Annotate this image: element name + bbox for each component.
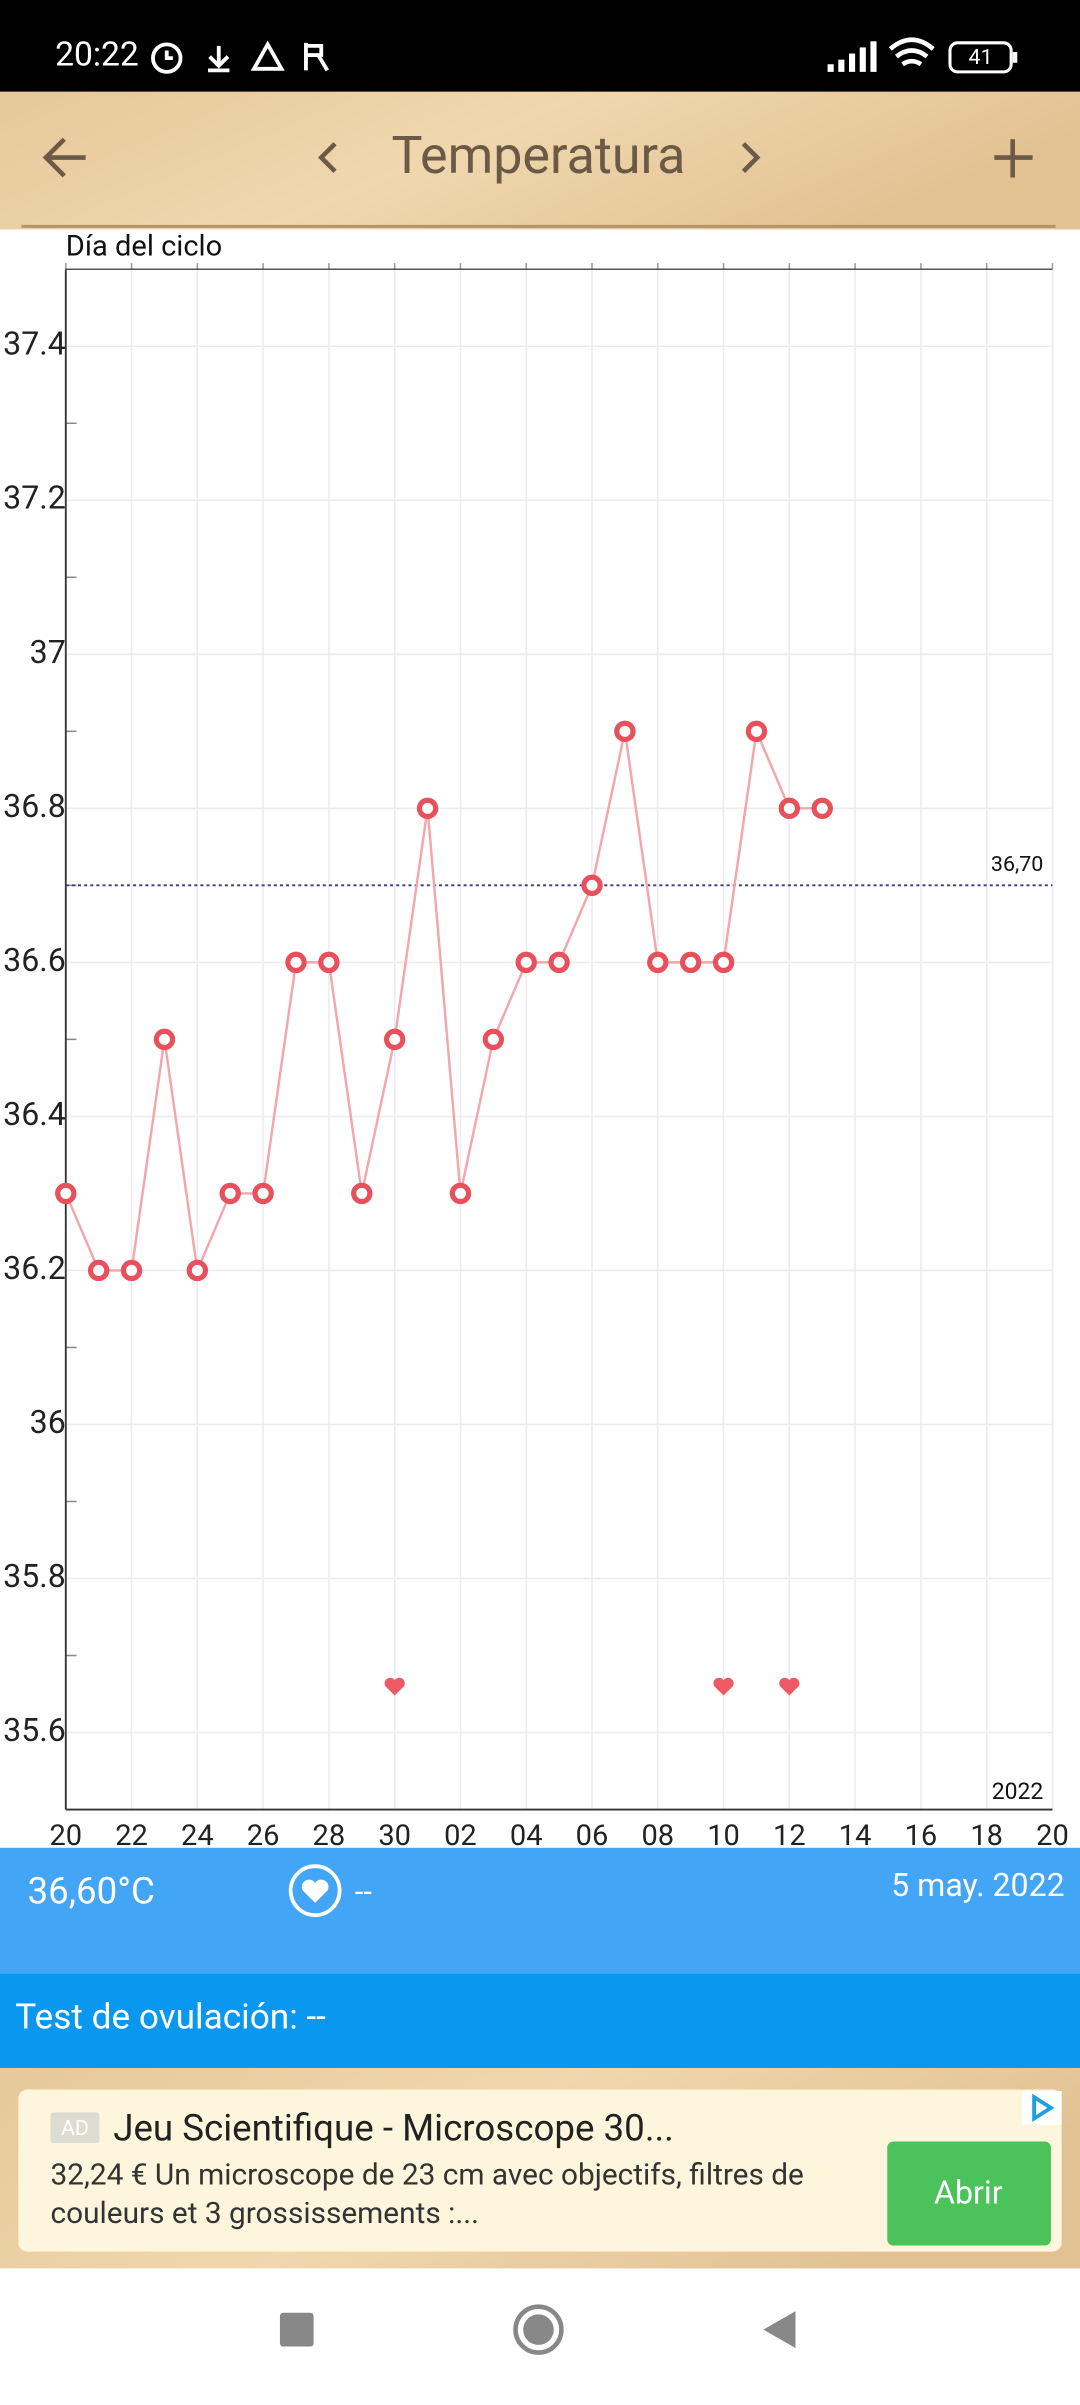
heart-button[interactable] <box>288 1864 342 1918</box>
heart-marker <box>779 1677 800 1696</box>
date: 5 may. 2022 <box>891 1866 1065 1904</box>
home-button[interactable] <box>513 2304 564 2355</box>
ad-body: 32,24 € Un microscope de 23 cm avec obje… <box>50 2158 803 2193</box>
x-tick-label: 20 <box>49 1819 82 1853</box>
status-icons <box>151 40 330 74</box>
y-tick-label: 36.8 <box>3 787 66 825</box>
wifi <box>888 37 935 67</box>
ad-badge: AD <box>61 2116 89 2141</box>
ad-button[interactable] <box>887 2141 1051 2246</box>
ad-card[interactable] <box>18 2089 1062 2252</box>
year-label: 2022 <box>992 1778 1044 1805</box>
x-tick-label: 30 <box>378 1819 411 1853</box>
y-tick-label: 36.2 <box>3 1249 66 1287</box>
ad-body: couleurs et 3 grossissements :... <box>50 2196 478 2231</box>
temperature-point <box>55 1182 77 1205</box>
x-tick-label: 18 <box>970 1819 1003 1853</box>
y-tick-label: 36.4 <box>3 1095 66 1133</box>
ad-badge-box <box>50 2112 100 2144</box>
clock: 20:22 <box>55 35 139 74</box>
temperature-point <box>351 1182 373 1205</box>
y-tick-label: 35.8 <box>3 1557 66 1595</box>
temperature-point <box>712 951 735 974</box>
screen-title: Temperatura <box>392 125 686 186</box>
back-nav-button[interactable] <box>763 2311 796 2348</box>
temperature-point <box>679 951 702 974</box>
temperature-point <box>383 1028 406 1051</box>
x-tick-label: 08 <box>641 1819 674 1853</box>
y-tick-label: 37.2 <box>3 479 66 517</box>
temperature-point <box>87 1259 110 1282</box>
temperature-point <box>318 951 340 974</box>
ad-choices-icon <box>1032 2093 1055 2123</box>
ad-title: Jeu Scientifique - Microscope 30... <box>113 2106 674 2149</box>
temperature-point <box>285 951 307 974</box>
y-tick-label: 37.4 <box>3 325 66 363</box>
add-button[interactable] <box>994 139 1033 178</box>
x-tick-label: 02 <box>444 1819 477 1853</box>
y-tick-label: 37 <box>30 633 66 671</box>
temperature-point <box>219 1182 241 1205</box>
recents-button[interactable] <box>279 2312 314 2347</box>
info-bar <box>0 1847 1080 1974</box>
temperature-point <box>778 797 801 820</box>
battery-tip <box>1012 52 1018 63</box>
temperature-point <box>548 951 570 974</box>
app-bar <box>0 91 1080 230</box>
temperature-point <box>647 951 669 974</box>
ovulation-bar <box>0 1973 1080 2069</box>
heart-circle <box>288 1864 342 1918</box>
temperature-point <box>581 874 603 897</box>
reference-label: 36,70 <box>991 852 1043 877</box>
home-ring <box>513 2304 564 2355</box>
ad-choices[interactable] <box>1021 2091 1062 2125</box>
x-tick-label: 04 <box>510 1819 543 1853</box>
signal <box>827 41 877 72</box>
x-tick-label: 24 <box>181 1819 214 1853</box>
y-tick-label: 35.6 <box>3 1711 66 1749</box>
x-tick-label: 26 <box>247 1819 280 1853</box>
home-dot <box>523 2314 554 2345</box>
temperature-point <box>614 720 636 743</box>
x-tick-label: 10 <box>707 1819 740 1853</box>
chart: Día del ciclo 20 22 24 26 28 30 02 04 06 08 10 12 14… <box>3 229 1069 1852</box>
temperature-point <box>515 951 537 974</box>
temperature-point <box>186 1259 209 1282</box>
temperature-point <box>745 720 768 743</box>
x-axis-title: Día del ciclo <box>66 229 222 263</box>
x-tick-label: 28 <box>313 1819 346 1853</box>
temperature-point <box>120 1259 143 1282</box>
status-bar <box>0 0 1080 92</box>
temperature-point <box>811 797 833 820</box>
next-button[interactable] <box>741 142 761 173</box>
temperature-point <box>252 1182 274 1205</box>
temperature-point <box>153 1028 176 1051</box>
x-tick-label: 12 <box>773 1819 806 1853</box>
heart-marker <box>713 1677 734 1696</box>
prev-button[interactable] <box>318 142 337 173</box>
heart-marker <box>384 1677 405 1696</box>
y-tick-label: 36 <box>30 1403 66 1441</box>
heart-icon <box>301 1879 329 1903</box>
temperature-value: 36,60°C <box>28 1869 155 1912</box>
temperature-line <box>64 726 823 1275</box>
x-tick-label: 20 <box>1036 1819 1069 1853</box>
x-tick-label: 16 <box>905 1819 938 1853</box>
temperature-point <box>482 1028 505 1051</box>
ovulation-text: Test de ovulación: -- <box>15 1995 326 2037</box>
x-tick-label: 06 <box>576 1819 609 1853</box>
back-button[interactable] <box>42 137 86 178</box>
x-tick-label: 14 <box>839 1819 872 1853</box>
heart-value: -- <box>355 1875 372 1910</box>
x-tick-label: 22 <box>115 1819 148 1853</box>
battery-level: 41 <box>969 45 993 70</box>
battery <box>948 41 1013 74</box>
temperature-point <box>449 1182 472 1205</box>
temperature-point <box>416 797 439 820</box>
y-tick-label: 36.6 <box>3 941 66 979</box>
ad-button-label: Abrir <box>934 2174 1003 2212</box>
